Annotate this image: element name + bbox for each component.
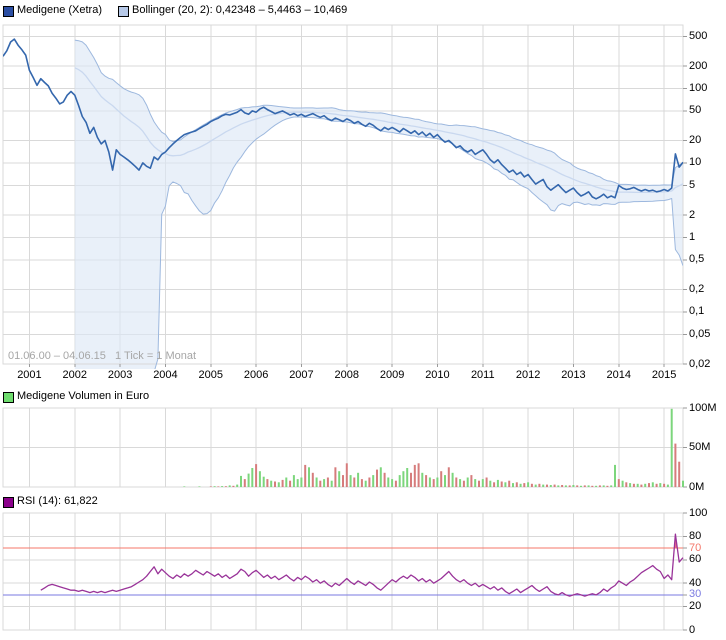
bollinger-series-swatch [118,6,129,17]
price-y-axis-label: 0,05 [689,327,711,340]
rsi-y-axis-label: 60 [689,553,702,566]
x-axis-year-label: 2013 [561,369,586,381]
rsi-y-axis-label: 20 [689,600,702,613]
price-y-axis-label: 0,1 [689,305,705,318]
x-axis-year-label: 2004 [153,369,178,381]
volume-y-axis-label: 50M [689,441,711,453]
volume-y-axis-label: 100M [689,401,717,414]
rsi-plot-area[interactable] [3,513,683,630]
main-chart-legend: Medigene (Xetra) Bollinger (20, 2): 0,42… [0,3,726,19]
medigene-series-label: Medigene (Xetra) [17,4,102,16]
x-axis-year-label: 2009 [379,369,405,381]
price-y-axis-label: 0,2 [689,283,705,295]
rsi-legend: RSI (14): 61,822 [0,494,726,510]
rsi-y-axis-label: 40 [689,576,702,589]
bollinger-series-label: Bollinger (20, 2): 0,42348 – 5,4463 – 10… [132,4,348,16]
x-axis-year-label: 2001 [17,369,42,381]
price-y-axis-label: 100 [689,81,708,94]
x-axis-year-label: 2015 [651,369,677,381]
price-y-axis-label: 50 [689,104,702,117]
price-y-axis-label: 0,02 [689,357,711,370]
price-y-axis-label: 200 [689,59,708,72]
price-y-axis-label: 20 [689,134,702,146]
x-axis-year-label: 2011 [470,369,495,381]
x-axis-year-label: 2007 [289,369,314,381]
price-y-axis-label: 500 [689,29,708,42]
x-axis-year-label: 2008 [334,369,359,381]
price-y-axis-label: 1 [689,230,696,243]
price-y-axis-label: 2 [689,208,696,221]
rsi-y-axis-label: 30 [689,588,702,601]
rsi-series-swatch [3,497,14,508]
rsi-series-label: RSI (14): 61,822 [17,495,98,507]
x-axis-year-label: 2006 [243,369,269,381]
x-axis-year-label: 2002 [62,369,87,381]
rsi-y-axis-label: 0 [689,623,696,636]
price-y-axis-label: 10 [689,156,702,169]
volume-series-swatch [3,392,14,403]
x-axis-year-label: 2010 [425,369,450,381]
rsi-y-axis-label: 70 [689,541,702,554]
price-y-axis-label: 5 [689,178,696,191]
x-axis-year-label: 2014 [606,369,631,381]
date-range-info: 01.06.00 – 04.06.15 1 Tick = 1 Monat [8,350,197,362]
medigene-series-swatch [3,6,14,17]
main-plot-area[interactable] [3,25,683,364]
rsi-y-axis-label: 80 [689,529,702,542]
x-axis-year-label: 2012 [515,369,541,381]
rsi-y-axis-label: 100 [689,506,708,519]
x-axis-year-label: 2003 [107,369,133,381]
x-axis-year-label: 2005 [198,369,223,381]
volume-plot-area[interactable] [3,408,683,487]
volume-series-label: Medigene Volumen in Euro [17,390,150,402]
price-y-axis-label: 0,5 [689,253,705,266]
volume-y-axis-label: 0M [689,480,705,493]
volume-legend: Medigene Volumen in Euro [0,389,726,405]
